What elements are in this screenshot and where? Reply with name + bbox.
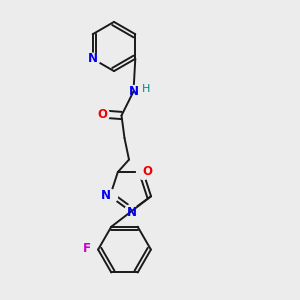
Text: N: N bbox=[126, 206, 136, 219]
Text: N: N bbox=[88, 52, 98, 65]
Text: O: O bbox=[142, 165, 152, 178]
Text: N: N bbox=[101, 189, 111, 202]
Text: H: H bbox=[142, 84, 150, 94]
Text: O: O bbox=[97, 107, 107, 121]
Text: F: F bbox=[83, 242, 91, 255]
Text: N: N bbox=[128, 85, 139, 98]
